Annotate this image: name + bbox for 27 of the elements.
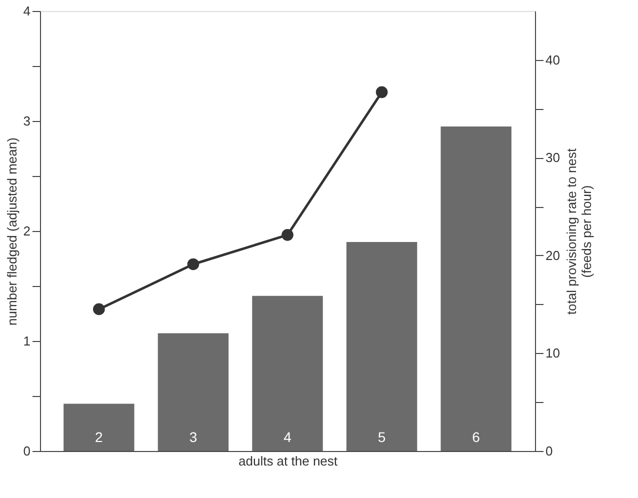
bar	[158, 333, 229, 451]
y-tick-label: 3	[23, 114, 30, 128]
point	[282, 229, 294, 241]
y-tick-label: 4	[23, 4, 30, 18]
y2-tick-label: 30	[546, 150, 560, 166]
bar	[346, 242, 418, 451]
point	[187, 258, 200, 270]
bar	[64, 404, 134, 451]
x-tick-label: 3	[189, 429, 198, 445]
x-tick-label: 5	[378, 429, 386, 445]
bar	[252, 296, 323, 451]
x-axis-title: adults at the nest	[238, 454, 338, 468]
x-tick-label: 6	[472, 429, 480, 445]
y2-axis-title: total provisioning rate to nest (feeds per hour)	[564, 148, 594, 315]
y2-tick-label: 20	[546, 248, 560, 263]
y2-tick-label: 40	[546, 52, 560, 68]
y-tick-label: 0	[23, 444, 30, 458]
y2-tick-label: 10	[546, 346, 560, 361]
point	[376, 86, 388, 98]
x-tick-label: 2	[95, 429, 104, 445]
point	[93, 303, 105, 316]
x-tick-label: 4	[284, 429, 292, 445]
y-tick-label: 1	[23, 334, 30, 348]
y-axis-title: number fledged (adjusted mean)	[4, 138, 20, 326]
y2-tick-label: 0	[546, 444, 553, 458]
y-tick-label: 2	[23, 224, 30, 238]
bar	[440, 126, 512, 451]
